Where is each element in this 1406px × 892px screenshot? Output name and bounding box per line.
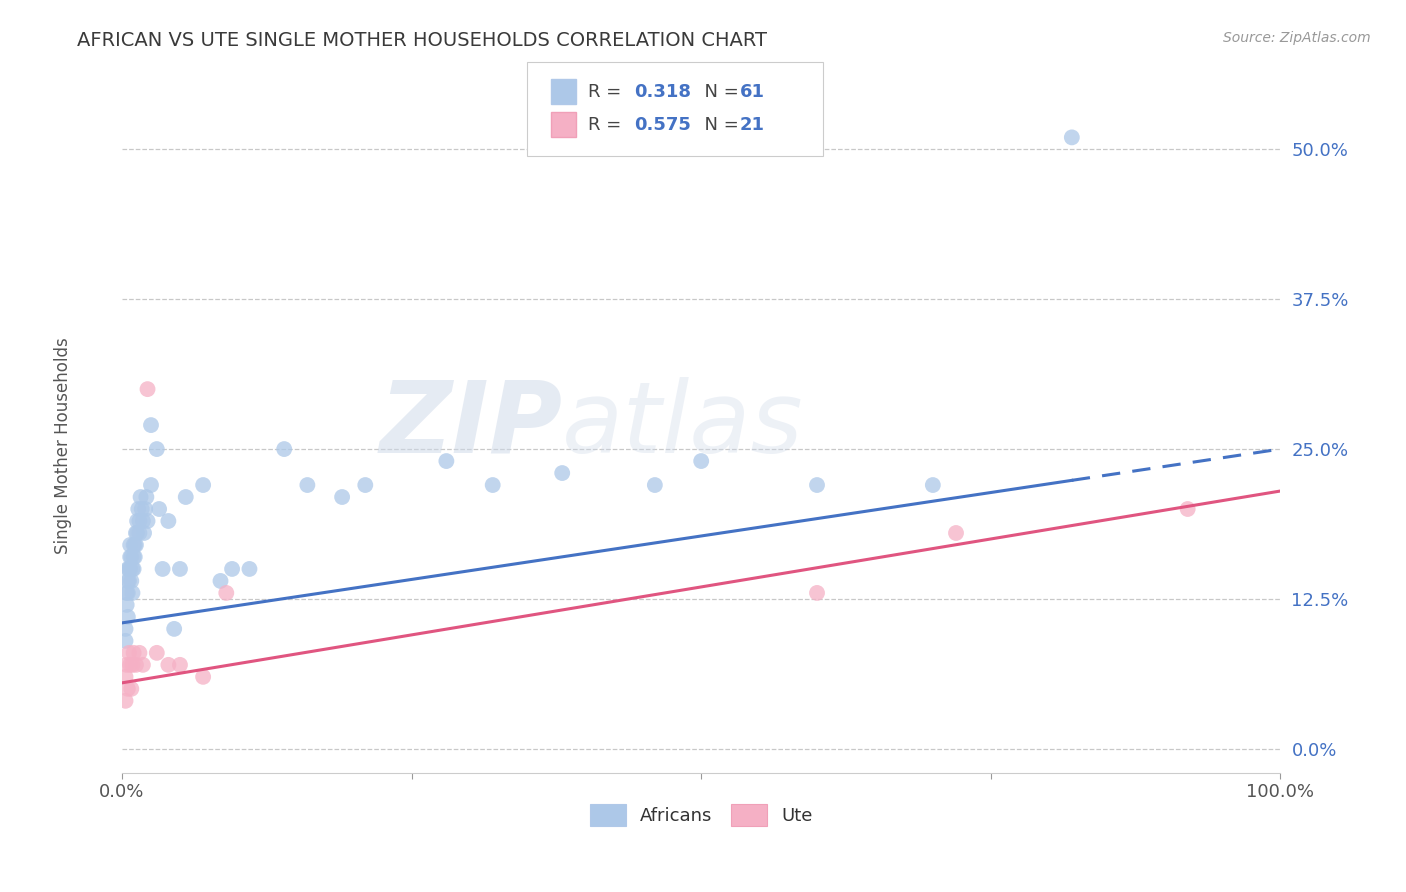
Point — [644, 478, 666, 492]
Point — [124, 549, 146, 564]
Point — [163, 622, 186, 636]
Point — [120, 549, 142, 564]
Point — [115, 586, 138, 600]
Point — [128, 526, 150, 541]
Point — [157, 657, 180, 672]
Text: N =: N = — [693, 116, 745, 134]
Point — [117, 586, 139, 600]
Legend: Africans, Ute: Africans, Ute — [582, 797, 820, 833]
Point — [152, 562, 174, 576]
Point — [354, 478, 377, 492]
Point — [806, 478, 828, 492]
Point — [121, 586, 143, 600]
Point — [127, 502, 149, 516]
Point — [120, 657, 142, 672]
Point — [125, 538, 148, 552]
Point — [114, 633, 136, 648]
Point — [209, 574, 232, 588]
Point — [128, 646, 150, 660]
Point — [921, 478, 943, 492]
Point — [297, 478, 319, 492]
Point — [146, 646, 169, 660]
Point — [120, 538, 142, 552]
Point — [238, 562, 260, 576]
Point — [139, 478, 162, 492]
Point — [122, 549, 145, 564]
Point — [221, 562, 243, 576]
Text: 0.575: 0.575 — [634, 116, 690, 134]
Point — [125, 526, 148, 541]
Point — [169, 657, 191, 672]
Point — [169, 562, 191, 576]
Point — [146, 442, 169, 456]
Text: Source: ZipAtlas.com: Source: ZipAtlas.com — [1223, 31, 1371, 45]
Point — [122, 538, 145, 552]
Point — [136, 514, 159, 528]
Point — [131, 502, 153, 516]
Point — [127, 526, 149, 541]
Point — [117, 681, 139, 696]
Point — [481, 478, 503, 492]
Point — [120, 549, 142, 564]
Point — [132, 526, 155, 541]
Point — [117, 610, 139, 624]
Point — [128, 514, 150, 528]
Point — [118, 562, 141, 576]
Point — [191, 478, 214, 492]
Point — [135, 490, 157, 504]
Point — [148, 502, 170, 516]
Point — [191, 670, 214, 684]
Point — [117, 562, 139, 576]
Text: AFRICAN VS UTE SINGLE MOTHER HOUSEHOLDS CORRELATION CHART: AFRICAN VS UTE SINGLE MOTHER HOUSEHOLDS … — [77, 31, 768, 50]
Text: R =: R = — [588, 83, 627, 101]
Text: ZIP: ZIP — [380, 376, 562, 474]
Point — [120, 574, 142, 588]
Point — [122, 562, 145, 576]
Point — [174, 490, 197, 504]
Text: atlas: atlas — [562, 376, 804, 474]
Point — [273, 442, 295, 456]
Point — [115, 598, 138, 612]
Text: 61: 61 — [740, 83, 765, 101]
Point — [114, 670, 136, 684]
Point — [157, 514, 180, 528]
Point — [1060, 130, 1083, 145]
Text: N =: N = — [693, 83, 745, 101]
Text: 0.318: 0.318 — [634, 83, 692, 101]
Point — [134, 502, 156, 516]
Point — [114, 622, 136, 636]
Point — [125, 657, 148, 672]
Point — [122, 646, 145, 660]
Text: Single Mother Households: Single Mother Households — [55, 338, 72, 554]
Point — [120, 562, 142, 576]
Point — [121, 657, 143, 672]
Point — [129, 490, 152, 504]
Point — [120, 681, 142, 696]
Point — [945, 526, 967, 541]
Point — [690, 454, 713, 468]
Point — [132, 657, 155, 672]
Point — [132, 514, 155, 528]
Point — [330, 490, 353, 504]
Point — [121, 562, 143, 576]
Text: R =: R = — [588, 116, 627, 134]
Point — [114, 694, 136, 708]
Point — [124, 538, 146, 552]
Point — [127, 514, 149, 528]
Point — [806, 586, 828, 600]
Point — [115, 657, 138, 672]
Point — [118, 574, 141, 588]
Point — [551, 466, 574, 480]
Point — [139, 418, 162, 433]
Point — [434, 454, 457, 468]
Point — [215, 586, 238, 600]
Point — [1177, 502, 1199, 516]
Text: 21: 21 — [740, 116, 765, 134]
Point — [117, 574, 139, 588]
Point — [136, 382, 159, 396]
Point — [118, 646, 141, 660]
